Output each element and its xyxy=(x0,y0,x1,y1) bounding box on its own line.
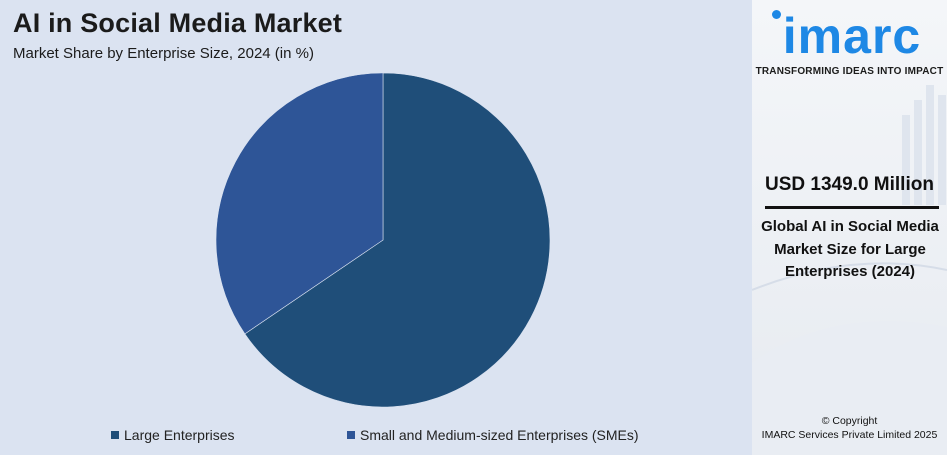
info-sidebar: imarc TRANSFORMING IDEAS INTO IMPACT USD… xyxy=(752,0,947,455)
legend-item-smes: Small and Medium-sized Enterprises (SMEs… xyxy=(347,427,639,443)
legend-swatch-large-enterprises xyxy=(111,431,119,439)
market-size-description: Global AI in Social Media Market Size fo… xyxy=(761,218,939,280)
chart-subtitle: Market Share by Enterprise Size, 2024 (i… xyxy=(13,45,314,62)
logo-dot xyxy=(772,10,781,19)
pie-chart xyxy=(215,72,551,408)
chart-panel: AI in Social Media Market Market Share b… xyxy=(0,0,752,455)
stat-divider xyxy=(765,206,939,209)
legend-label: Large Enterprises xyxy=(124,427,235,443)
logo-wordmark: imarc xyxy=(782,8,922,64)
market-size-value: USD 1349.0 Million xyxy=(765,174,934,195)
background-chart-decoration xyxy=(752,85,947,455)
pie-slice-large-enterprises xyxy=(244,72,551,408)
logo-tagline: TRANSFORMING IDEAS INTO IMPACT xyxy=(755,66,944,77)
copyright-line-2: IMARC Services Private Limited 2025 xyxy=(761,429,938,441)
copyright-notice: © Copyright IMARC Services Private Limit… xyxy=(752,414,947,442)
imarc-logo: imarc xyxy=(761,6,943,66)
chart-legend: Large Enterprises Small and Medium-sized… xyxy=(0,427,752,445)
legend-label: Small and Medium-sized Enterprises (SMEs… xyxy=(360,427,639,443)
chart-title: AI in Social Media Market xyxy=(13,8,343,38)
legend-swatch-smes xyxy=(347,431,355,439)
legend-item-large-enterprises: Large Enterprises xyxy=(111,427,235,443)
pie-slice-small-and-medium-sized-enterprises-smes xyxy=(215,72,384,335)
copyright-line-1: © Copyright xyxy=(821,415,878,427)
